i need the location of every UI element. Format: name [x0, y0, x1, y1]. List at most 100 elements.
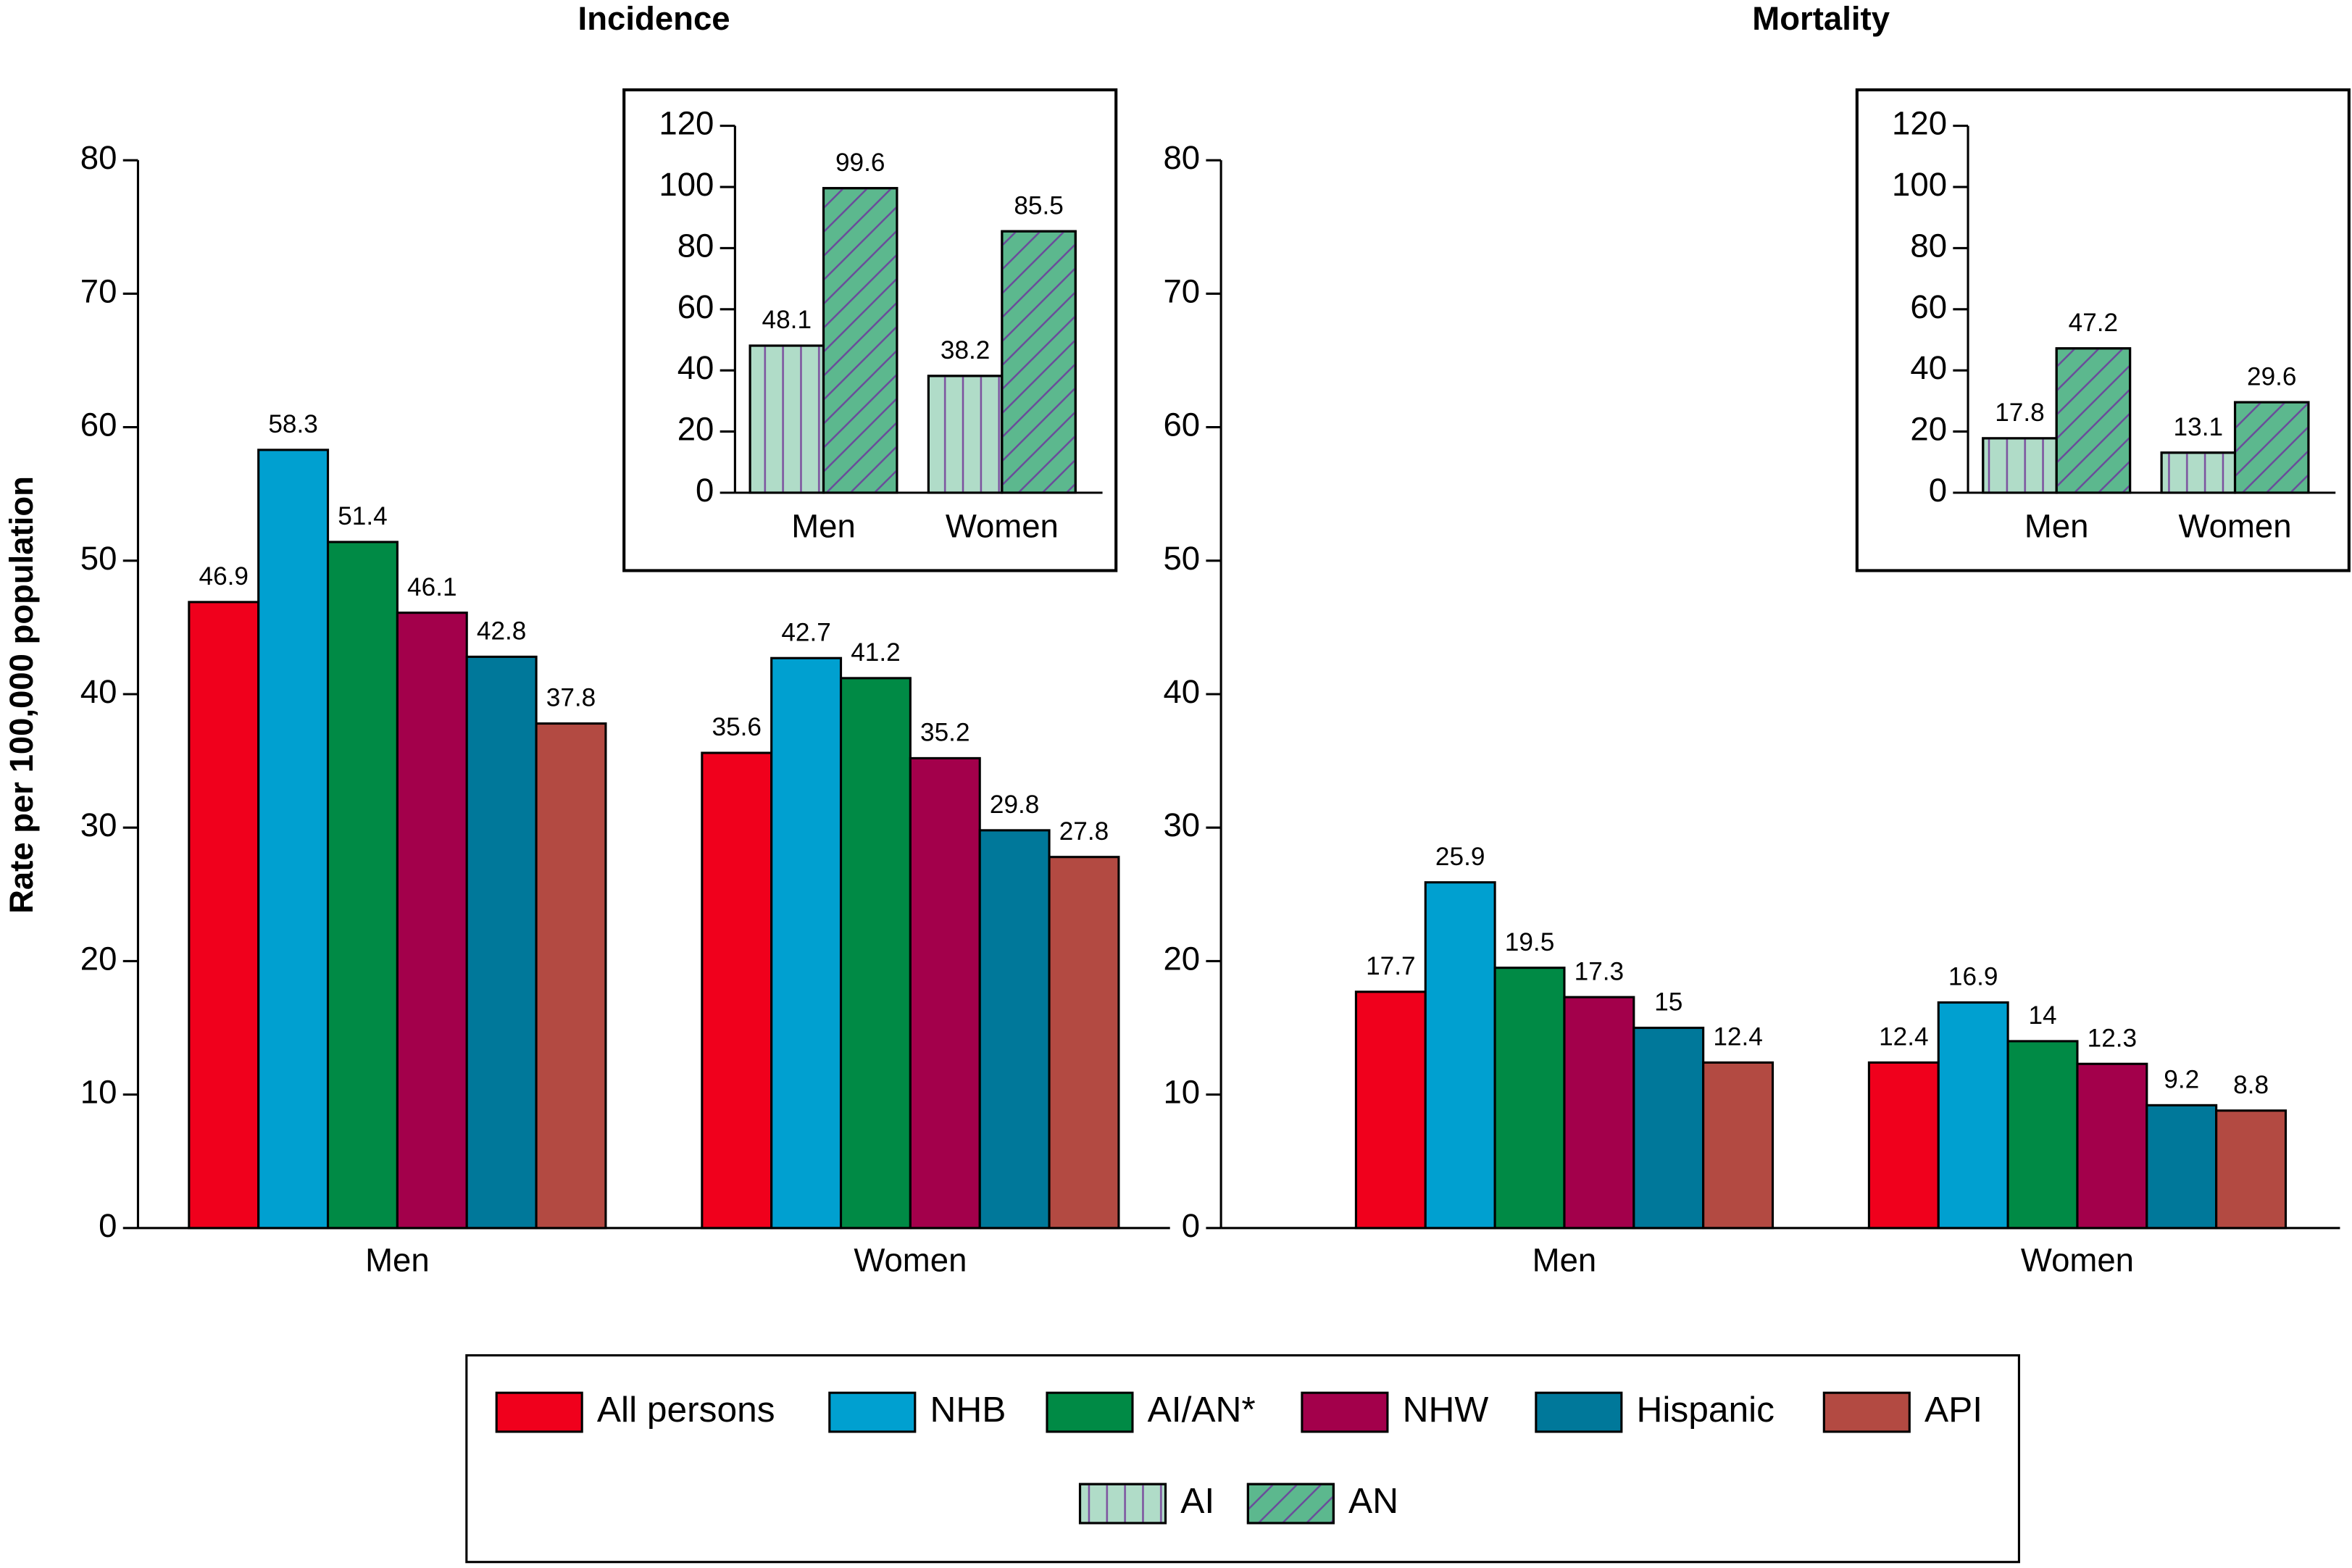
value-label: 13.1 — [2174, 413, 2223, 441]
legend-swatch — [828, 1391, 917, 1433]
value-label: 42.8 — [477, 617, 526, 646]
bar — [1937, 1001, 2009, 1230]
legend-swatch-hatch — [1078, 1482, 1167, 1525]
value-label: 35.2 — [920, 719, 969, 747]
legend-swatch — [1822, 1391, 1911, 1433]
value-label: 19.5 — [1505, 928, 1554, 956]
bar-hatch — [822, 187, 898, 494]
bar-hatch — [748, 344, 825, 494]
bar-hatch — [1001, 230, 1077, 494]
bar — [1048, 856, 1120, 1230]
bar — [839, 677, 912, 1230]
y-tick-label: 40 — [80, 673, 117, 710]
inset-frame — [1855, 88, 2351, 572]
bar — [701, 751, 773, 1230]
y-tick-label: 100 — [659, 166, 714, 203]
y-tick-label: 60 — [1910, 288, 1947, 325]
x-tick-label: Men — [365, 1241, 430, 1278]
x-tick-label: Women — [2178, 508, 2291, 545]
bar — [1867, 1061, 1940, 1230]
value-label: 16.9 — [1948, 963, 1998, 991]
bar — [2076, 1062, 2148, 1230]
value-label: 25.9 — [1435, 843, 1485, 871]
bar — [1563, 996, 1635, 1230]
y-tick-label: 100 — [1892, 166, 1947, 203]
y-tick-label: 70 — [80, 272, 117, 309]
bar — [909, 756, 981, 1230]
value-label: 17.8 — [1995, 399, 2044, 427]
y-tick-label: 80 — [80, 139, 117, 176]
bar — [1424, 881, 1496, 1230]
bar-hatch — [927, 375, 1004, 494]
value-label: 37.8 — [546, 684, 596, 712]
value-label: 17.3 — [1575, 957, 1624, 985]
x-tick-label: Women — [2021, 1241, 2134, 1278]
y-tick-label: 30 — [80, 806, 117, 843]
legend-label: All persons — [597, 1389, 775, 1430]
y-tick-label: 0 — [99, 1207, 117, 1244]
legend-label: AI — [1180, 1480, 1214, 1521]
y-tick-label: 50 — [1163, 540, 1200, 577]
bar — [2145, 1104, 2218, 1230]
x-tick-label: Men — [791, 508, 856, 545]
legend-label: Hispanic — [1637, 1389, 1775, 1430]
y-tick-label: 80 — [677, 227, 714, 264]
value-label: 99.6 — [835, 149, 885, 177]
bar — [1702, 1061, 1775, 1230]
y-tick-label: 40 — [677, 349, 714, 386]
y-axis-title: Rate per 100,000 population — [3, 476, 40, 914]
value-label: 12.4 — [1879, 1023, 1928, 1051]
y-tick-label: 80 — [1910, 227, 1947, 264]
value-label: 85.5 — [1014, 191, 1063, 220]
bar — [1354, 991, 1427, 1230]
y-tick-label: 120 — [659, 105, 714, 142]
y-tick-label: 60 — [1163, 406, 1200, 443]
y-tick-label: 20 — [1163, 940, 1200, 977]
y-tick-label: 10 — [1163, 1074, 1200, 1111]
y-tick-label: 50 — [80, 540, 117, 577]
legend-label: AN — [1348, 1480, 1398, 1521]
y-tick-label: 70 — [1163, 272, 1200, 309]
bar — [2215, 1109, 2288, 1230]
bar — [978, 829, 1051, 1230]
value-label: 9.2 — [2164, 1066, 2199, 1094]
chart-title: Incidence — [578, 0, 730, 37]
value-label: 46.1 — [407, 573, 456, 601]
legend-swatch — [1046, 1391, 1134, 1433]
bar — [1632, 1026, 1705, 1230]
x-tick-label: Men — [2024, 508, 2089, 545]
value-label: 35.6 — [712, 713, 762, 741]
value-label: 17.7 — [1366, 952, 1415, 980]
bar — [188, 601, 260, 1230]
value-label: 27.8 — [1059, 817, 1109, 846]
value-label: 48.1 — [762, 306, 812, 334]
y-tick-label: 60 — [677, 288, 714, 325]
value-label: 51.4 — [338, 502, 387, 530]
bar — [326, 541, 399, 1230]
legend-swatch-hatch — [1246, 1482, 1335, 1525]
value-label: 14 — [2028, 1001, 2056, 1030]
legend-label: NHB — [930, 1389, 1006, 1430]
y-tick-label: 30 — [1163, 806, 1200, 843]
y-tick-label: 40 — [1910, 349, 1947, 386]
y-tick-label: 0 — [1929, 472, 1947, 509]
value-label: 12.3 — [2088, 1024, 2137, 1052]
y-tick-label: 0 — [696, 472, 714, 509]
bar — [257, 449, 330, 1230]
value-label: 29.8 — [990, 791, 1039, 819]
legend-swatch — [1535, 1391, 1623, 1433]
value-label: 15 — [1654, 988, 1682, 1017]
bar-hatch — [2055, 347, 2132, 494]
bar — [396, 612, 468, 1230]
y-tick-label: 0 — [1182, 1207, 1200, 1244]
value-label: 41.2 — [851, 638, 900, 667]
y-tick-label: 60 — [80, 406, 117, 443]
x-tick-label: Men — [1532, 1241, 1597, 1278]
bar — [1493, 967, 1566, 1230]
value-label: 42.7 — [781, 618, 830, 646]
value-label: 58.3 — [268, 410, 317, 438]
legend-label: AI/AN* — [1148, 1389, 1256, 1430]
y-tick-label: 20 — [1910, 411, 1947, 448]
bar — [535, 722, 607, 1230]
